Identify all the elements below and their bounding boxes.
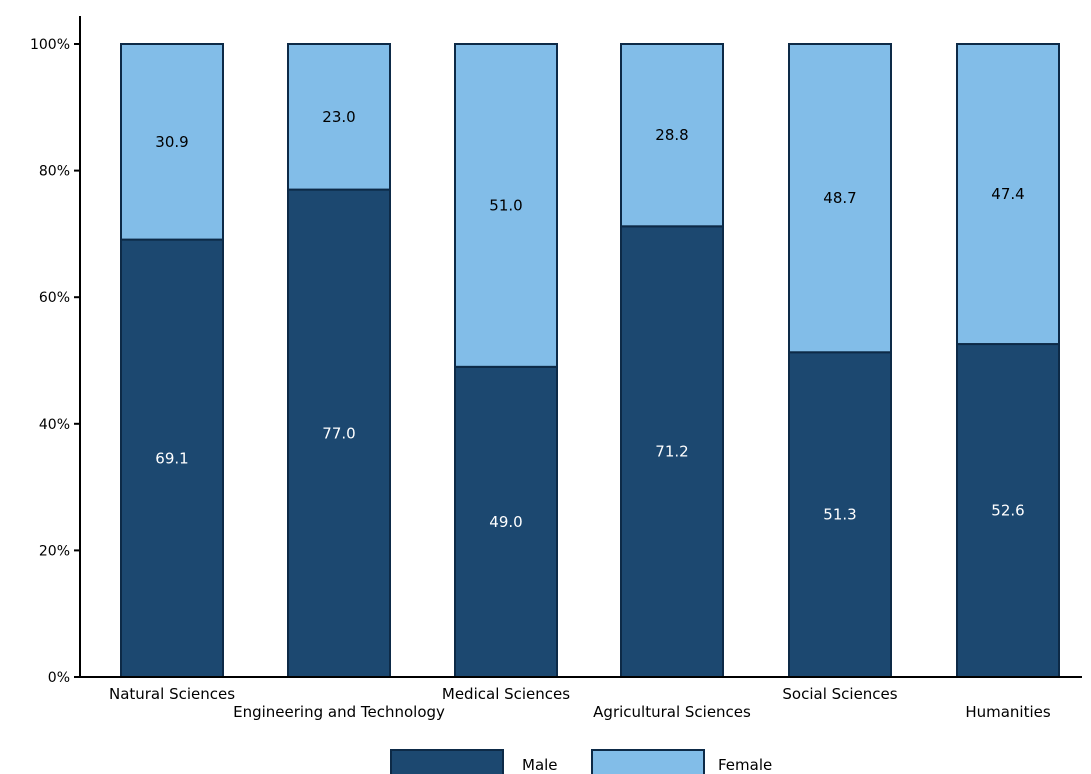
data-label-female-6: 47.4 xyxy=(991,185,1024,203)
x-category-label-1: Natural Sciences xyxy=(109,685,235,703)
data-label-female-2: 23.0 xyxy=(322,108,355,126)
y-tick-label-2: 40% xyxy=(39,417,70,433)
y-tick-label-3: 60% xyxy=(39,290,70,306)
data-label-male-1: 69.1 xyxy=(155,449,188,467)
x-category-label-5: Social Sciences xyxy=(782,685,897,703)
bar-female-6 xyxy=(956,43,1060,346)
data-label-male-6: 52.6 xyxy=(991,502,1024,520)
y-tick-label-4: 80% xyxy=(39,164,70,180)
data-label-male-5: 51.3 xyxy=(823,506,856,524)
legend-swatch-male xyxy=(390,749,504,774)
bar-male-6 xyxy=(956,343,1060,678)
bar-female-4 xyxy=(620,43,724,228)
y-tick-label-1: 20% xyxy=(39,543,70,559)
data-label-female-1: 30.9 xyxy=(155,133,188,151)
bar-male-3 xyxy=(454,365,558,678)
data-label-female-3: 51.0 xyxy=(489,196,522,214)
x-category-label-4: Agricultural Sciences xyxy=(593,703,751,721)
data-labels-layer: 69.1 30.9 77.0 23.0 49.0 51.0 71.2 28.8 51.3 48.7… xyxy=(155,108,1024,531)
legend: Male Female xyxy=(390,749,772,774)
x-category-label-2: Engineering and Technology xyxy=(233,703,445,721)
x-category-label-3: Medical Sciences xyxy=(442,685,570,703)
bar-female-2 xyxy=(287,43,391,191)
bars-layer xyxy=(120,43,1060,679)
x-category-label-6: Humanities xyxy=(965,703,1051,721)
data-label-female-5: 48.7 xyxy=(823,189,856,207)
bar-female-5 xyxy=(788,43,892,354)
legend-swatch-female xyxy=(591,749,705,774)
axes-layer: 0% 20% 40% 60% 80% 100% Natural SciencesEngine… xyxy=(30,16,1082,721)
bar-female-1 xyxy=(120,43,224,241)
y-tick-label-5: 100% xyxy=(30,37,70,53)
y-tick-label-0: 0% xyxy=(48,670,70,686)
legend-label-male: Male xyxy=(522,756,558,774)
bar-male-1 xyxy=(120,238,224,679)
data-label-male-3: 49.0 xyxy=(489,513,522,531)
data-label-male-4: 71.2 xyxy=(655,443,688,461)
legend-label-female: Female xyxy=(718,756,772,774)
data-label-female-4: 28.8 xyxy=(655,126,688,144)
data-label-male-2: 77.0 xyxy=(322,424,355,442)
bar-female-3 xyxy=(454,43,558,368)
